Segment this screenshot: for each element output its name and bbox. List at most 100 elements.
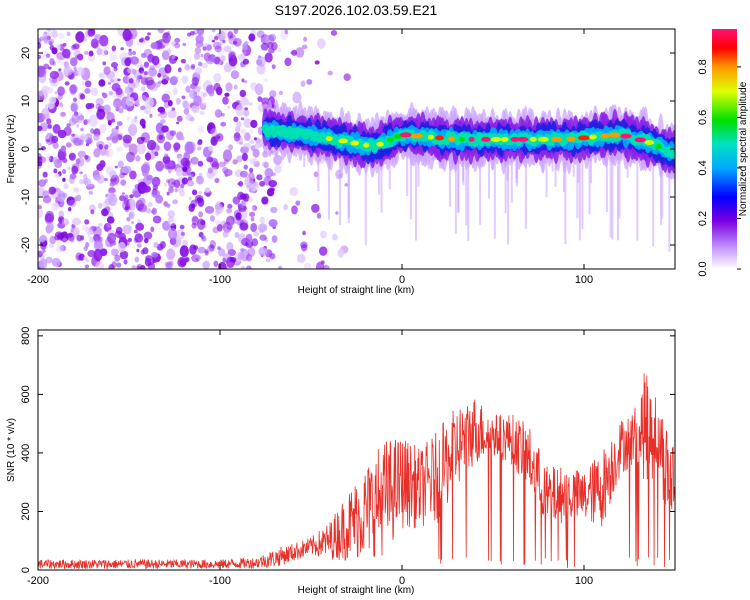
noise-speckle <box>62 237 68 243</box>
signal-hotspot <box>325 136 333 142</box>
noise-speckle <box>167 227 178 240</box>
noise-speckle <box>182 160 190 171</box>
noise-speckle <box>97 202 103 209</box>
noise-speckle <box>175 167 183 177</box>
noise-speckle <box>66 123 72 127</box>
noise-speckle <box>169 76 178 86</box>
noise-speckle <box>84 80 92 88</box>
noise-speckle <box>268 180 278 188</box>
noise-speckle <box>253 231 260 237</box>
noise-speckle <box>239 89 247 98</box>
colorbar-gradient <box>712 29 737 269</box>
noise-speckle <box>241 78 245 83</box>
noise-speckle <box>41 108 50 120</box>
noise-speckle <box>166 130 174 141</box>
noise-speckle <box>151 189 161 199</box>
noise-speckle <box>226 105 231 110</box>
signal-hotspot <box>350 140 360 146</box>
noise-speckle <box>103 206 111 213</box>
noise-speckle <box>233 29 239 35</box>
noise-speckle <box>106 112 115 123</box>
noise-speckle <box>228 144 233 151</box>
noise-speckle <box>306 79 313 85</box>
noise-speckle <box>136 248 140 253</box>
noise-speckle <box>249 128 254 134</box>
noise-speckle <box>131 265 137 269</box>
signal-hotspot <box>400 132 412 138</box>
noise-speckle <box>126 116 131 121</box>
noise-speckle <box>217 248 226 257</box>
noise-speckle <box>244 132 251 142</box>
noise-speckle <box>251 175 255 180</box>
noise-speckle <box>146 139 157 151</box>
noise-speckle <box>172 199 179 205</box>
noise-speckle <box>260 42 269 51</box>
snr-x-tick-label: 0 <box>399 575 405 587</box>
noise-speckle <box>180 58 187 64</box>
noise-speckle <box>250 119 258 128</box>
noise-speckle <box>128 51 133 56</box>
noise-speckle <box>271 172 276 177</box>
noise-speckle <box>60 145 67 152</box>
noise-speckle <box>292 91 302 104</box>
noise-speckle <box>264 52 273 63</box>
noise-speckle <box>115 125 119 130</box>
noise-speckle <box>60 111 66 117</box>
noise-speckle <box>215 133 224 142</box>
noise-speckle <box>144 96 155 109</box>
noise-speckle <box>202 92 208 97</box>
noise-speckle <box>38 125 43 132</box>
noise-speckle <box>161 93 170 103</box>
noise-speckle <box>273 154 283 166</box>
noise-speckle <box>237 251 244 260</box>
noise-speckle <box>49 44 54 51</box>
noise-speckle <box>142 247 149 255</box>
noise-speckle <box>271 187 276 192</box>
noise-speckle <box>243 109 250 117</box>
snr-y-tick-label: 200 <box>20 502 32 520</box>
noise-speckle <box>212 41 222 50</box>
noise-speckle <box>252 148 260 158</box>
noise-speckle <box>123 259 128 265</box>
noise-speckle <box>213 260 219 267</box>
snr-x-tick-label: 100 <box>575 575 593 587</box>
noise-speckle <box>53 168 58 174</box>
noise-speckle <box>156 145 161 151</box>
noise-speckle <box>38 42 42 49</box>
noise-speckle <box>93 239 103 252</box>
noise-speckle <box>191 76 200 86</box>
noise-speckle <box>205 57 215 65</box>
noise-speckle <box>296 253 306 263</box>
noise-speckle <box>117 78 121 82</box>
noise-speckle <box>38 112 45 123</box>
noise-speckle <box>88 190 93 195</box>
noise-speckle <box>179 245 189 258</box>
noise-speckle <box>101 208 109 217</box>
noise-speckle <box>99 124 107 134</box>
noise-speckle <box>300 80 306 87</box>
noise-speckle <box>168 168 172 174</box>
noise-speckle <box>151 251 159 258</box>
noise-speckle <box>243 118 253 128</box>
noise-speckle <box>283 204 289 211</box>
noise-speckle <box>157 72 162 78</box>
noise-speckle <box>271 64 276 70</box>
noise-speckle <box>109 181 116 187</box>
noise-speckle <box>173 179 181 188</box>
noise-speckle <box>190 63 196 69</box>
noise-speckle <box>144 35 150 41</box>
noise-speckle <box>84 154 89 160</box>
noise-speckle <box>251 181 259 192</box>
noise-speckle <box>64 81 70 86</box>
noise-speckle <box>122 29 132 42</box>
noise-speckle <box>107 72 115 82</box>
noise-speckle <box>99 34 109 47</box>
noise-speckle <box>58 210 65 218</box>
signal-hotspot <box>411 133 424 139</box>
noise-speckle <box>103 177 108 182</box>
noise-speckle <box>134 233 144 243</box>
noise-speckle <box>222 96 229 105</box>
noise-speckle <box>38 54 42 60</box>
spectrogram-x-tick-label: 0 <box>399 274 405 286</box>
noise-speckle <box>176 115 183 122</box>
